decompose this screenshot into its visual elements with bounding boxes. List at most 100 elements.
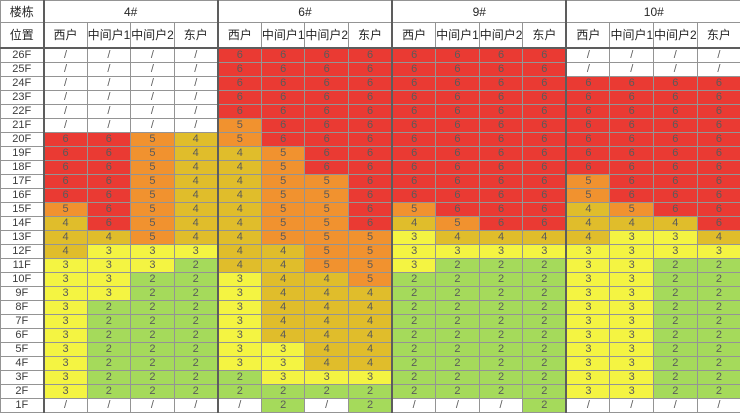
cell-10F-col15[interactable]: 2	[654, 272, 698, 286]
floor-label-16F[interactable]: 16F	[1, 188, 44, 202]
cell-20F-col12[interactable]: 6	[523, 132, 567, 146]
cell-4F-col1[interactable]: 3	[44, 356, 88, 370]
cell-4F-col5[interactable]: 3	[218, 356, 262, 370]
cell-2F-col7[interactable]: 2	[305, 384, 349, 398]
cell-8F-col2[interactable]: 2	[87, 300, 131, 314]
cell-14F-col2[interactable]: 6	[87, 216, 131, 230]
cell-9F-col15[interactable]: 2	[654, 286, 698, 300]
cell-23F-col14[interactable]: 6	[610, 90, 654, 104]
cell-24F-col7[interactable]: 6	[305, 76, 349, 90]
cell-18F-col9[interactable]: 6	[392, 160, 436, 174]
cell-6F-col13[interactable]: 3	[566, 328, 610, 342]
cell-3F-col9[interactable]: 2	[392, 370, 436, 384]
cell-11F-col1[interactable]: 3	[44, 258, 88, 272]
unit-header-10-2[interactable]: 中间户1	[610, 23, 654, 48]
cell-2F-col13[interactable]: 3	[566, 384, 610, 398]
cell-1F-col16[interactable]: /	[697, 398, 740, 412]
cell-16F-col14[interactable]: 6	[610, 188, 654, 202]
cell-22F-col14[interactable]: 6	[610, 104, 654, 118]
cell-2F-col5[interactable]: 2	[218, 384, 262, 398]
cell-14F-col4[interactable]: 4	[174, 216, 218, 230]
cell-15F-col5[interactable]: 4	[218, 202, 262, 216]
cell-6F-col7[interactable]: 4	[305, 328, 349, 342]
cell-21F-col8[interactable]: 6	[348, 118, 392, 132]
cell-15F-col11[interactable]: 6	[479, 202, 523, 216]
cell-24F-col2[interactable]: /	[87, 76, 131, 90]
unit-header-9-1[interactable]: 西户	[392, 23, 436, 48]
unit-header-10-3[interactable]: 中间户2	[654, 23, 698, 48]
cell-1F-col15[interactable]: /	[654, 398, 698, 412]
cell-13F-col15[interactable]: 3	[654, 230, 698, 244]
cell-20F-col6[interactable]: 6	[261, 132, 305, 146]
cell-26F-col1[interactable]: /	[44, 48, 88, 63]
cell-19F-col7[interactable]: 6	[305, 146, 349, 160]
cell-14F-col9[interactable]: 4	[392, 216, 436, 230]
cell-26F-col3[interactable]: /	[131, 48, 175, 63]
cell-22F-col12[interactable]: 6	[523, 104, 567, 118]
cell-25F-col1[interactable]: /	[44, 62, 88, 76]
cell-10F-col8[interactable]: 5	[348, 272, 392, 286]
cell-1F-col1[interactable]: /	[44, 398, 88, 412]
cell-14F-col12[interactable]: 6	[523, 216, 567, 230]
cell-12F-col16[interactable]: 3	[697, 244, 740, 258]
cell-16F-col2[interactable]: 6	[87, 188, 131, 202]
cell-18F-col12[interactable]: 6	[523, 160, 567, 174]
cell-18F-col16[interactable]: 6	[697, 160, 740, 174]
cell-9F-col1[interactable]: 3	[44, 286, 88, 300]
cell-13F-col10[interactable]: 4	[436, 230, 480, 244]
cell-6F-col5[interactable]: 3	[218, 328, 262, 342]
cell-23F-col8[interactable]: 6	[348, 90, 392, 104]
cell-8F-col4[interactable]: 2	[174, 300, 218, 314]
cell-7F-col14[interactable]: 3	[610, 314, 654, 328]
cell-1F-col12[interactable]: 2	[523, 398, 567, 412]
cell-14F-col6[interactable]: 5	[261, 216, 305, 230]
cell-11F-col2[interactable]: 3	[87, 258, 131, 272]
cell-20F-col5[interactable]: 5	[218, 132, 262, 146]
cell-20F-col13[interactable]: 6	[566, 132, 610, 146]
unit-header-4-1[interactable]: 西户	[44, 23, 88, 48]
cell-22F-col8[interactable]: 6	[348, 104, 392, 118]
cell-21F-col7[interactable]: 6	[305, 118, 349, 132]
cell-13F-col13[interactable]: 4	[566, 230, 610, 244]
cell-25F-col13[interactable]: /	[566, 62, 610, 76]
cell-18F-col4[interactable]: 4	[174, 160, 218, 174]
cell-15F-col13[interactable]: 4	[566, 202, 610, 216]
cell-14F-col3[interactable]: 5	[131, 216, 175, 230]
cell-8F-col8[interactable]: 4	[348, 300, 392, 314]
cell-26F-col8[interactable]: 6	[348, 48, 392, 63]
cell-2F-col15[interactable]: 2	[654, 384, 698, 398]
cell-9F-col3[interactable]: 2	[131, 286, 175, 300]
cell-23F-col12[interactable]: 6	[523, 90, 567, 104]
cell-23F-col16[interactable]: 6	[697, 90, 740, 104]
cell-15F-col10[interactable]: 6	[436, 202, 480, 216]
cell-7F-col9[interactable]: 2	[392, 314, 436, 328]
cell-1F-col4[interactable]: /	[174, 398, 218, 412]
cell-4F-col15[interactable]: 2	[654, 356, 698, 370]
cell-7F-col16[interactable]: 2	[697, 314, 740, 328]
unit-header-6-1[interactable]: 西户	[218, 23, 262, 48]
cell-14F-col13[interactable]: 4	[566, 216, 610, 230]
cell-18F-col3[interactable]: 5	[131, 160, 175, 174]
cell-1F-col8[interactable]: 2	[348, 398, 392, 412]
floor-label-7F[interactable]: 7F	[1, 314, 44, 328]
cell-24F-col16[interactable]: 6	[697, 76, 740, 90]
corner-position-label[interactable]: 位置	[1, 23, 44, 48]
cell-1F-col13[interactable]: /	[566, 398, 610, 412]
unit-header-9-3[interactable]: 中间户2	[479, 23, 523, 48]
cell-25F-col3[interactable]: /	[131, 62, 175, 76]
cell-18F-col15[interactable]: 6	[654, 160, 698, 174]
cell-5F-col3[interactable]: 2	[131, 342, 175, 356]
cell-10F-col2[interactable]: 3	[87, 272, 131, 286]
cell-24F-col6[interactable]: 6	[261, 76, 305, 90]
cell-12F-col6[interactable]: 4	[261, 244, 305, 258]
cell-22F-col5[interactable]: 6	[218, 104, 262, 118]
cell-25F-col8[interactable]: 6	[348, 62, 392, 76]
cell-12F-col5[interactable]: 4	[218, 244, 262, 258]
cell-2F-col2[interactable]: 2	[87, 384, 131, 398]
cell-17F-col1[interactable]: 6	[44, 174, 88, 188]
cell-16F-col11[interactable]: 6	[479, 188, 523, 202]
cell-9F-col7[interactable]: 4	[305, 286, 349, 300]
floor-label-14F[interactable]: 14F	[1, 216, 44, 230]
cell-26F-col9[interactable]: 6	[392, 48, 436, 63]
cell-3F-col8[interactable]: 3	[348, 370, 392, 384]
